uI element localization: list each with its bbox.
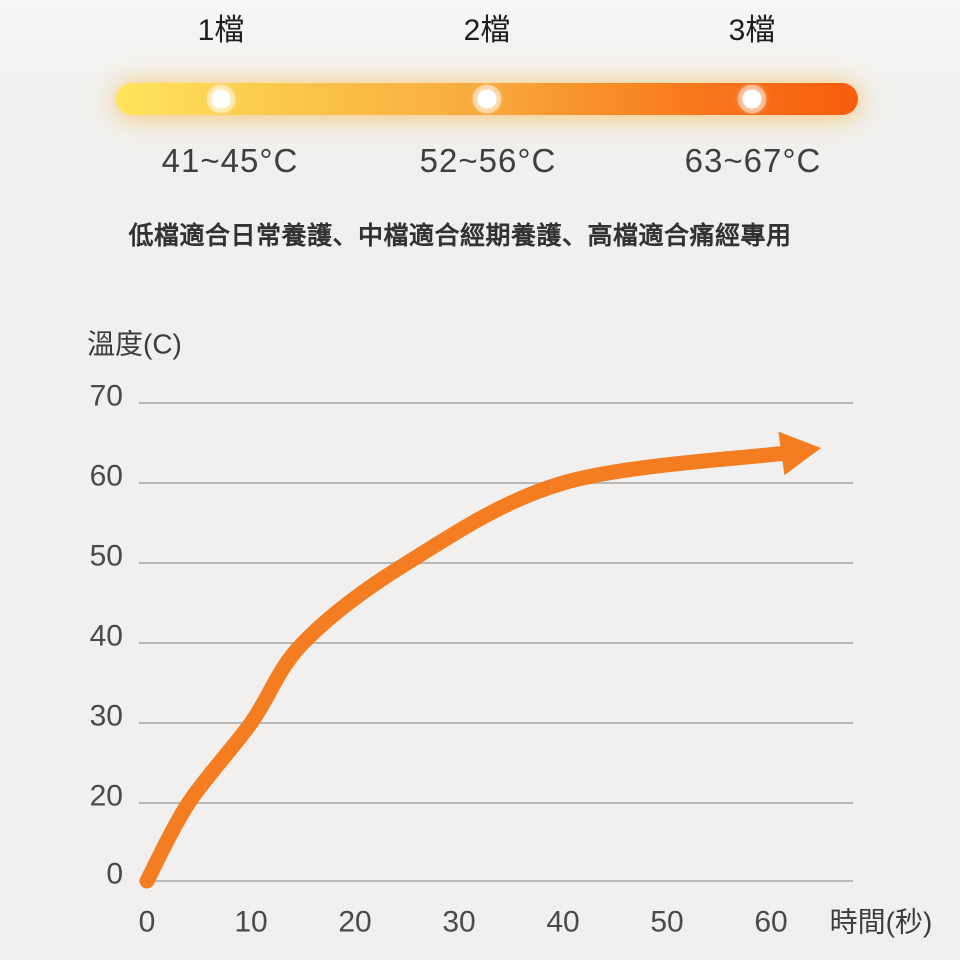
level-2-label: 2檔 <box>463 14 511 47</box>
y-tick-label: 60 <box>90 460 123 493</box>
level-1-dot-icon <box>211 89 231 109</box>
x-tick-label: 60 <box>754 906 787 939</box>
level-3-label: 3檔 <box>728 14 776 47</box>
x-tick-label: 20 <box>338 906 371 939</box>
y-axis-title: 溫度(C) <box>87 329 182 360</box>
y-tick-label: 50 <box>90 540 123 573</box>
level-1-temperature-range: 41~45°C <box>161 142 299 179</box>
arrowhead-icon <box>778 431 821 476</box>
y-tick-label: 70 <box>90 380 123 413</box>
x-tick-label: 10 <box>234 906 267 939</box>
x-tick-label: 40 <box>546 906 579 939</box>
usage-description: 低檔適合日常養護、中檔適合經期養護、高檔適合痛經專用 <box>128 222 792 250</box>
temperature-curve <box>139 445 789 889</box>
x-tick-label: 30 <box>442 906 475 939</box>
y-tick-label: 40 <box>90 620 123 653</box>
x-tick-label: 50 <box>650 906 683 939</box>
level-3-dot-icon <box>742 89 762 109</box>
x-tick-label: 0 <box>139 906 156 939</box>
level-2-dot-icon <box>477 89 497 109</box>
level-3-temperature-range: 63~67°C <box>684 142 822 179</box>
y-tick-label: 0 <box>106 858 123 891</box>
heat-level-gradient-bar <box>116 83 858 115</box>
level-1-label: 1檔 <box>197 14 245 47</box>
y-tick-label: 20 <box>90 780 123 813</box>
level-2-temperature-range: 52~56°C <box>419 142 557 179</box>
y-tick-label: 30 <box>90 700 123 733</box>
x-axis-title: 時間(秒) <box>830 907 933 938</box>
